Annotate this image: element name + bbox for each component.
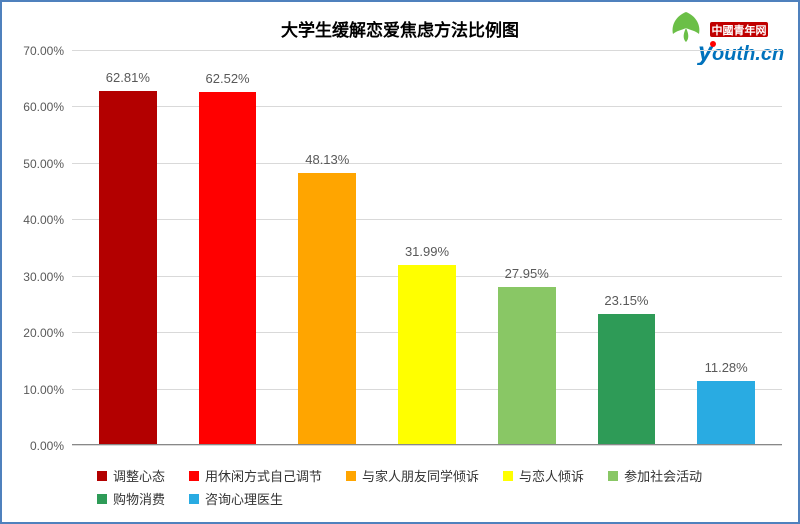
x-axis-line — [72, 444, 782, 445]
bar: 62.81% — [99, 91, 157, 445]
bar-value-label: 23.15% — [604, 293, 648, 308]
bar-slot: 11.28% — [676, 50, 776, 445]
legend-label: 调整心态 — [113, 466, 165, 485]
legend-item: 与家人朋友同学倾诉 — [346, 466, 479, 485]
bar: 23.15% — [598, 314, 656, 445]
bar: 48.13% — [298, 173, 356, 445]
legend-item: 与恋人倾诉 — [503, 466, 584, 485]
bar-slot: 23.15% — [577, 50, 677, 445]
legend-label: 与家人朋友同学倾诉 — [362, 466, 479, 485]
legend-swatch-icon — [503, 471, 513, 481]
legend-swatch-icon — [97, 494, 107, 504]
legend-item: 用休闲方式自己调节 — [189, 466, 322, 485]
legend-swatch-icon — [189, 471, 199, 481]
legend-item: 购物消费 — [97, 489, 165, 508]
legend-item: 调整心态 — [97, 466, 165, 485]
legend-label: 参加社会活动 — [624, 466, 702, 485]
y-tick-label: 40.00% — [23, 213, 64, 227]
bar: 31.99% — [398, 265, 456, 446]
legend-label: 与恋人倾诉 — [519, 466, 584, 485]
bar-slot: 27.95% — [477, 50, 577, 445]
legend-swatch-icon — [97, 471, 107, 481]
legend-label: 咨询心理医生 — [205, 489, 283, 508]
y-tick-label: 20.00% — [23, 326, 64, 340]
legend-swatch-icon — [189, 494, 199, 504]
legend-label: 购物消费 — [113, 489, 165, 508]
bar: 27.95% — [498, 287, 556, 445]
bar-slot: 48.13% — [277, 50, 377, 445]
legend: 调整心态 用休闲方式自己调节 与家人朋友同学倾诉 与恋人倾诉 参加社会活动购物消费 咨询心… — [97, 466, 788, 512]
bar-value-label: 27.95% — [505, 266, 549, 281]
bar-value-label: 62.81% — [106, 70, 150, 85]
gridline: 0.00% — [72, 445, 782, 446]
bar-value-label: 62.52% — [206, 71, 250, 86]
bar-slot: 62.81% — [78, 50, 178, 445]
chart-title: 大学生缓解恋爱焦虑方法比例图 — [2, 16, 798, 41]
bar-slot: 31.99% — [377, 50, 477, 445]
legend-swatch-icon — [608, 471, 618, 481]
y-tick-label: 30.00% — [23, 270, 64, 284]
chart-container: 中國青年网 y outh.cn 大学生缓解恋爱焦虑方法比例图 0.00%10.0… — [0, 0, 800, 524]
legend-item: 咨询心理医生 — [189, 489, 283, 508]
bar: 11.28% — [697, 381, 755, 445]
legend-label: 用休闲方式自己调节 — [205, 466, 322, 485]
plot-area: 0.00%10.00%20.00%30.00%40.00%50.00%60.00… — [72, 50, 782, 445]
bar-value-label: 31.99% — [405, 244, 449, 259]
legend-item: 参加社会活动 — [608, 466, 702, 485]
bar-value-label: 48.13% — [305, 152, 349, 167]
y-tick-label: 50.00% — [23, 157, 64, 171]
bar: 62.52% — [199, 92, 257, 445]
y-tick-label: 70.00% — [23, 44, 64, 58]
logo-y-dot-icon — [710, 41, 716, 47]
y-tick-label: 60.00% — [23, 100, 64, 114]
bars-group: 62.81% 62.52% 48.13% 31.99% 27.95% 23.15% 11.2… — [72, 50, 782, 445]
y-tick-label: 0.00% — [30, 439, 64, 453]
bar-value-label: 11.28% — [705, 360, 748, 375]
legend-swatch-icon — [346, 471, 356, 481]
y-tick-label: 10.00% — [23, 383, 64, 397]
bar-slot: 62.52% — [178, 50, 278, 445]
